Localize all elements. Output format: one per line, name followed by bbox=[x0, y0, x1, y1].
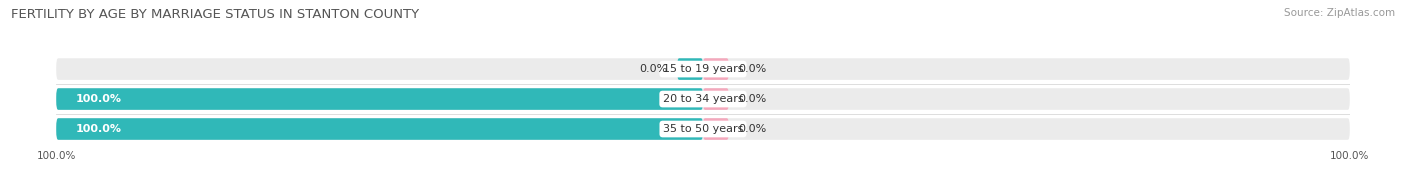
FancyBboxPatch shape bbox=[56, 118, 1350, 140]
FancyBboxPatch shape bbox=[703, 118, 728, 140]
FancyBboxPatch shape bbox=[56, 58, 1350, 80]
FancyBboxPatch shape bbox=[56, 88, 703, 110]
FancyBboxPatch shape bbox=[703, 58, 728, 80]
Text: 0.0%: 0.0% bbox=[738, 64, 766, 74]
Text: 0.0%: 0.0% bbox=[640, 64, 668, 74]
Text: 0.0%: 0.0% bbox=[738, 94, 766, 104]
Text: 100.0%: 100.0% bbox=[76, 94, 122, 104]
Text: FERTILITY BY AGE BY MARRIAGE STATUS IN STANTON COUNTY: FERTILITY BY AGE BY MARRIAGE STATUS IN S… bbox=[11, 8, 419, 21]
Text: Source: ZipAtlas.com: Source: ZipAtlas.com bbox=[1284, 8, 1395, 18]
FancyBboxPatch shape bbox=[703, 88, 728, 110]
FancyBboxPatch shape bbox=[56, 118, 703, 140]
Text: 15 to 19 years: 15 to 19 years bbox=[662, 64, 744, 74]
Text: 20 to 34 years: 20 to 34 years bbox=[662, 94, 744, 104]
Text: 35 to 50 years: 35 to 50 years bbox=[662, 124, 744, 134]
FancyBboxPatch shape bbox=[56, 88, 1350, 110]
FancyBboxPatch shape bbox=[678, 58, 703, 80]
Legend: Married, Unmarried: Married, Unmarried bbox=[621, 195, 785, 196]
Text: 100.0%: 100.0% bbox=[76, 124, 122, 134]
Text: 0.0%: 0.0% bbox=[738, 124, 766, 134]
